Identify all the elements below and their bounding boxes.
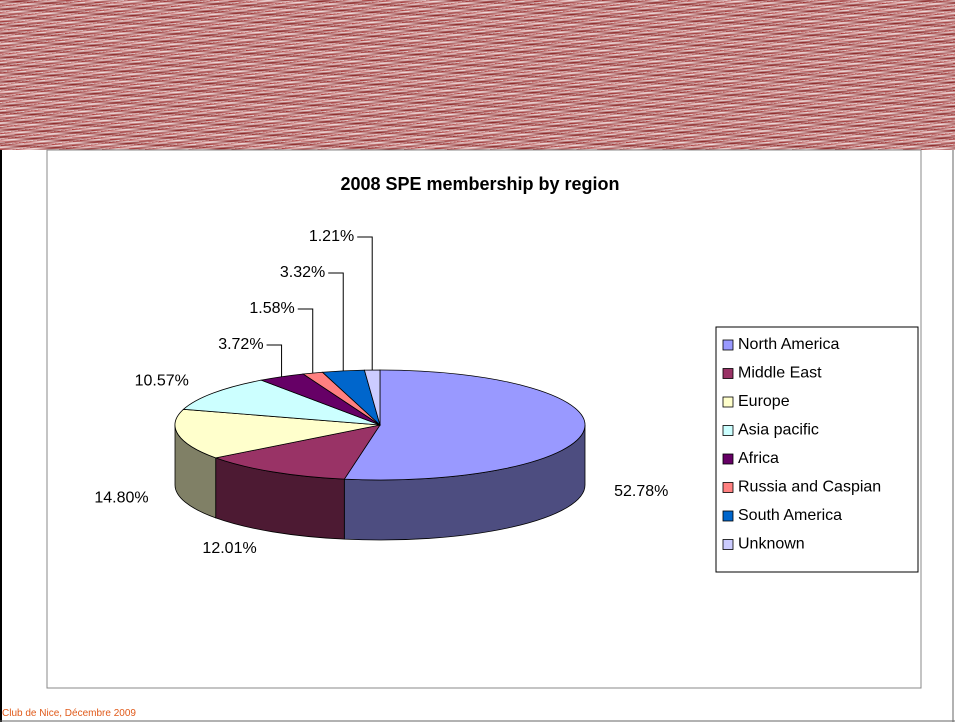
legend-swatch xyxy=(722,510,734,522)
legend-swatch xyxy=(722,368,734,379)
legend-swatch xyxy=(722,539,734,550)
pie-slice xyxy=(363,369,381,426)
data-label: 52.78% xyxy=(614,483,668,500)
data-label: 12.01% xyxy=(202,540,256,557)
data-label: 1.58% xyxy=(249,300,294,317)
legend-swatch xyxy=(722,425,734,436)
pie-slice xyxy=(343,369,586,481)
pie-slice xyxy=(214,424,381,480)
data-label: 10.57% xyxy=(135,373,189,390)
data-label: 1.21% xyxy=(309,228,354,245)
data-label: 14.80% xyxy=(94,489,148,506)
leader-line xyxy=(297,308,314,374)
legend-label: Africa xyxy=(738,450,779,467)
legend-label: Unknown xyxy=(738,536,805,553)
leader-line xyxy=(357,236,373,371)
legend-swatch xyxy=(722,339,734,351)
pie-slice xyxy=(174,408,381,459)
data-label: 3.72% xyxy=(218,336,263,353)
legend-label: Asia pacific xyxy=(738,422,819,439)
legend-swatch xyxy=(722,453,734,465)
legend-label: Middle East xyxy=(738,365,822,382)
legend-label: South America xyxy=(738,507,842,524)
legend xyxy=(715,326,919,573)
legend-swatch xyxy=(722,482,734,493)
leader-line xyxy=(266,344,283,377)
leader-line xyxy=(328,272,344,371)
chart-title: 2008 SPE membership by region xyxy=(340,174,619,194)
footer: Club de Nice, Décembre 2009 xyxy=(2,708,136,719)
data-label: 3.32% xyxy=(280,264,325,281)
legend-swatch xyxy=(722,396,734,408)
legend-label: Russia and Caspian xyxy=(738,479,881,496)
legend-label: Europe xyxy=(738,393,790,410)
header-banner xyxy=(0,0,955,150)
pie-slice xyxy=(182,379,381,426)
legend-label: North America xyxy=(738,336,839,353)
